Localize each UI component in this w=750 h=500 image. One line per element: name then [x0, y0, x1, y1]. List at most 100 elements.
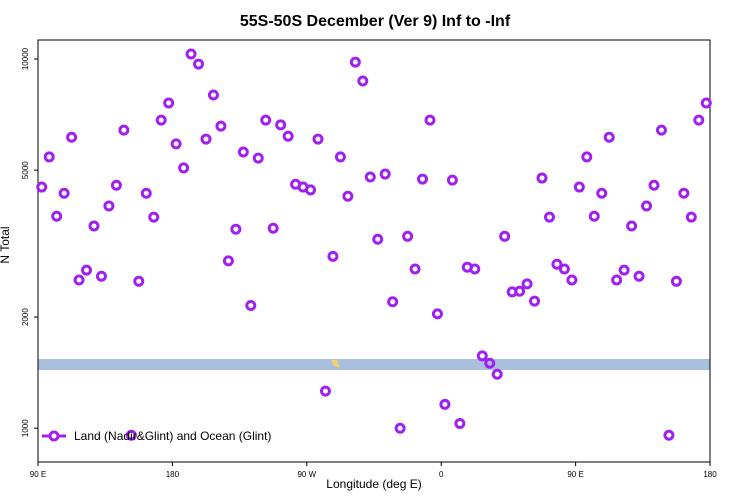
point [551, 258, 563, 270]
x-tick-label: 0 [439, 470, 444, 479]
point [327, 250, 339, 262]
point [439, 398, 451, 410]
point [319, 385, 331, 397]
point [372, 233, 384, 245]
point [170, 138, 182, 150]
point [133, 275, 145, 287]
point [334, 151, 346, 163]
point [43, 151, 55, 163]
chart-title: 55S-50S December (Ver 9) Inf to -Inf [240, 13, 511, 30]
point [305, 184, 317, 196]
point [499, 230, 511, 242]
band [38, 359, 710, 370]
point [626, 220, 638, 232]
y-tick-label: 2000 [21, 308, 30, 326]
point [633, 270, 645, 282]
point [611, 274, 623, 286]
point [148, 211, 160, 223]
point [558, 263, 570, 275]
point [693, 114, 705, 126]
point [88, 220, 100, 232]
point [424, 114, 436, 126]
point [237, 146, 249, 158]
point [379, 168, 391, 180]
x-tick-label: 180 [703, 470, 717, 479]
point [185, 48, 197, 60]
point [543, 211, 555, 223]
point [36, 181, 48, 193]
point [155, 114, 167, 126]
point [73, 274, 85, 286]
point [193, 58, 205, 70]
point [125, 429, 137, 441]
point [588, 210, 600, 222]
point [364, 171, 376, 183]
point [222, 255, 234, 267]
point [678, 187, 690, 199]
point [267, 222, 279, 234]
x-tick-label: 90 E [567, 470, 583, 479]
point [275, 119, 287, 131]
point [573, 181, 585, 193]
point [51, 210, 63, 222]
point [514, 285, 526, 297]
band-highlight [331, 360, 340, 368]
point [312, 133, 324, 145]
point [663, 429, 675, 441]
plot-frame [37, 39, 711, 463]
point [618, 264, 630, 276]
point [66, 131, 78, 143]
x-axis-label: Longitude (deg E) [326, 477, 421, 491]
point [103, 200, 115, 212]
point [431, 308, 443, 320]
point [282, 130, 294, 142]
point [81, 264, 93, 276]
point [641, 200, 653, 212]
point [529, 295, 541, 307]
point [521, 278, 533, 290]
point [484, 357, 496, 369]
point [260, 114, 272, 126]
point [685, 211, 697, 223]
point [469, 263, 481, 275]
point [417, 173, 429, 185]
x-tick-label: 90 E [30, 470, 46, 479]
point [402, 230, 414, 242]
y-tick-label: 5000 [21, 161, 30, 179]
point [648, 179, 660, 191]
point [446, 174, 458, 186]
point [536, 172, 548, 184]
point [342, 190, 354, 202]
point [491, 368, 503, 380]
point [476, 350, 488, 362]
point [454, 417, 466, 429]
point [163, 97, 175, 109]
point [655, 124, 667, 136]
point [603, 131, 615, 143]
legend-label: Land (Nadir&Glint) and Ocean (Glint) [74, 429, 271, 443]
point [118, 124, 130, 136]
point [215, 120, 227, 132]
point [387, 296, 399, 308]
y-axis-label: N Total [0, 226, 12, 263]
point [596, 187, 608, 199]
point [178, 162, 190, 174]
point [670, 275, 682, 287]
point [245, 299, 257, 311]
point [349, 56, 361, 68]
point [581, 151, 593, 163]
x-tick-label: 90 W [297, 470, 316, 479]
y-tick-label: 1000 [21, 419, 30, 437]
point [230, 223, 242, 235]
point [200, 133, 212, 145]
point [409, 263, 421, 275]
point [140, 187, 152, 199]
point [700, 97, 712, 109]
point [394, 422, 406, 434]
y-tick-label: 10000 [21, 47, 30, 70]
point [58, 187, 70, 199]
point [95, 270, 107, 282]
point [252, 152, 264, 164]
point [357, 75, 369, 87]
